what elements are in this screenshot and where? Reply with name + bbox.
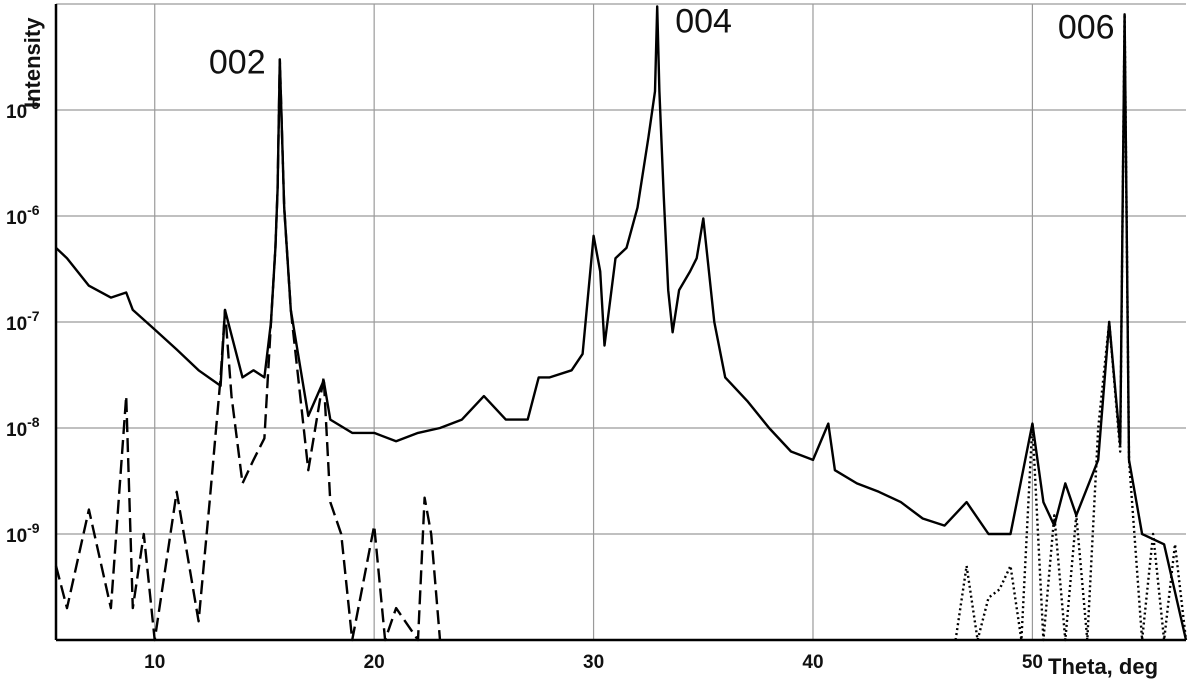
grid-lines xyxy=(56,3,1186,640)
data-series xyxy=(54,5,1188,642)
x-tick-label: 30 xyxy=(583,652,604,673)
axes xyxy=(54,4,1186,642)
x-tick-label: 40 xyxy=(802,652,823,673)
series-line-dotted xyxy=(954,13,1188,642)
y-tick-label: 10-5 xyxy=(6,96,40,123)
y-tick-label: 10-9 xyxy=(6,520,40,547)
y-axis-label: Intensity xyxy=(20,17,45,108)
peak-label-004: 004 xyxy=(675,2,732,40)
series-line-dashed xyxy=(54,58,442,642)
series-line-solid xyxy=(55,5,1188,641)
x-tick-label: 50 xyxy=(1022,652,1043,673)
x-axis-label: Theta, deg xyxy=(1048,654,1158,679)
peak-label-002: 002 xyxy=(209,43,266,81)
x-tick-label: 10 xyxy=(144,652,165,673)
peak-annotations: 002 004 006 xyxy=(209,2,1115,81)
x-tick-label: 20 xyxy=(364,652,385,673)
tick-labels: 10 20 30 40 50 10-5 10-6 10-7 10-8 10-9 xyxy=(6,96,1043,673)
y-tick-label: 10-7 xyxy=(6,308,40,335)
y-tick-label: 10-6 xyxy=(6,202,40,229)
peak-label-006: 006 xyxy=(1058,8,1115,46)
y-tick-label: 10-8 xyxy=(6,414,40,441)
